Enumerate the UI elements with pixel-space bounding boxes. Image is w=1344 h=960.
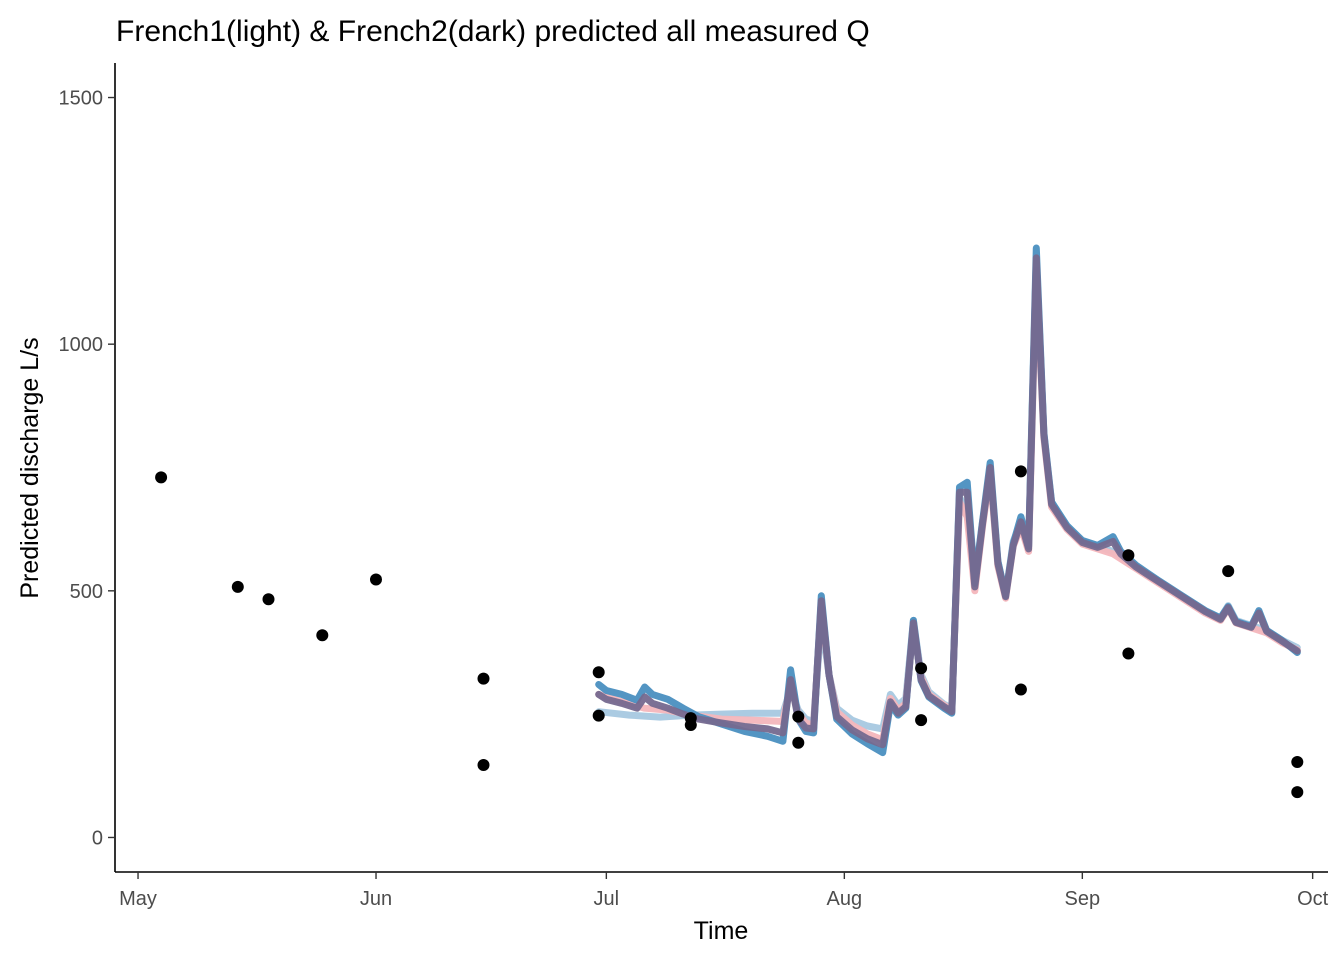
x-axis-ticks: May Jun Jul Aug Sep Oct <box>119 872 1329 910</box>
measured-point <box>592 709 605 722</box>
y-tick-label: 1500 <box>59 88 104 110</box>
x-tick-label: Jul <box>594 888 620 910</box>
x-tick-label: Oct <box>1297 888 1329 910</box>
measured-point <box>262 593 275 606</box>
measured-point <box>316 629 329 642</box>
measured-point <box>477 759 490 771</box>
measured-point <box>370 573 382 586</box>
x-axis-title: Time <box>694 917 749 945</box>
measured-point <box>792 710 805 723</box>
x-tick-label: Jun <box>360 888 392 910</box>
measured-point <box>684 719 697 731</box>
measured-point <box>915 714 928 727</box>
measured-point <box>231 580 244 593</box>
y-tick-label: 0 <box>92 827 103 849</box>
y-tick-label: 500 <box>70 581 103 603</box>
measured-point <box>592 666 605 679</box>
measured-point <box>1014 683 1027 696</box>
measured-point <box>1122 647 1135 660</box>
measured-points-layer <box>155 465 1304 799</box>
measured-point <box>1291 756 1304 768</box>
y-tick-label: 1000 <box>59 334 104 356</box>
measured-point <box>915 662 928 675</box>
measured-point <box>1014 465 1027 478</box>
x-tick-label: May <box>119 888 157 910</box>
series-layer <box>595 244 1301 757</box>
measured-point <box>1291 786 1304 799</box>
x-tick-label: Aug <box>827 888 863 910</box>
measured-point <box>792 736 805 749</box>
x-tick-label: Sep <box>1065 888 1101 910</box>
measured-point <box>1122 549 1135 562</box>
y-axis-title: Predicted discharge L/s <box>16 337 44 598</box>
measured-point <box>477 672 490 685</box>
measured-point <box>1222 565 1235 578</box>
y-axis-ticks: 0 500 1000 1500 <box>59 88 115 849</box>
series-line-4 <box>595 254 1301 749</box>
measured-point <box>155 471 168 484</box>
chart-title: French1(light) & French2(dark) predicted… <box>116 15 870 48</box>
